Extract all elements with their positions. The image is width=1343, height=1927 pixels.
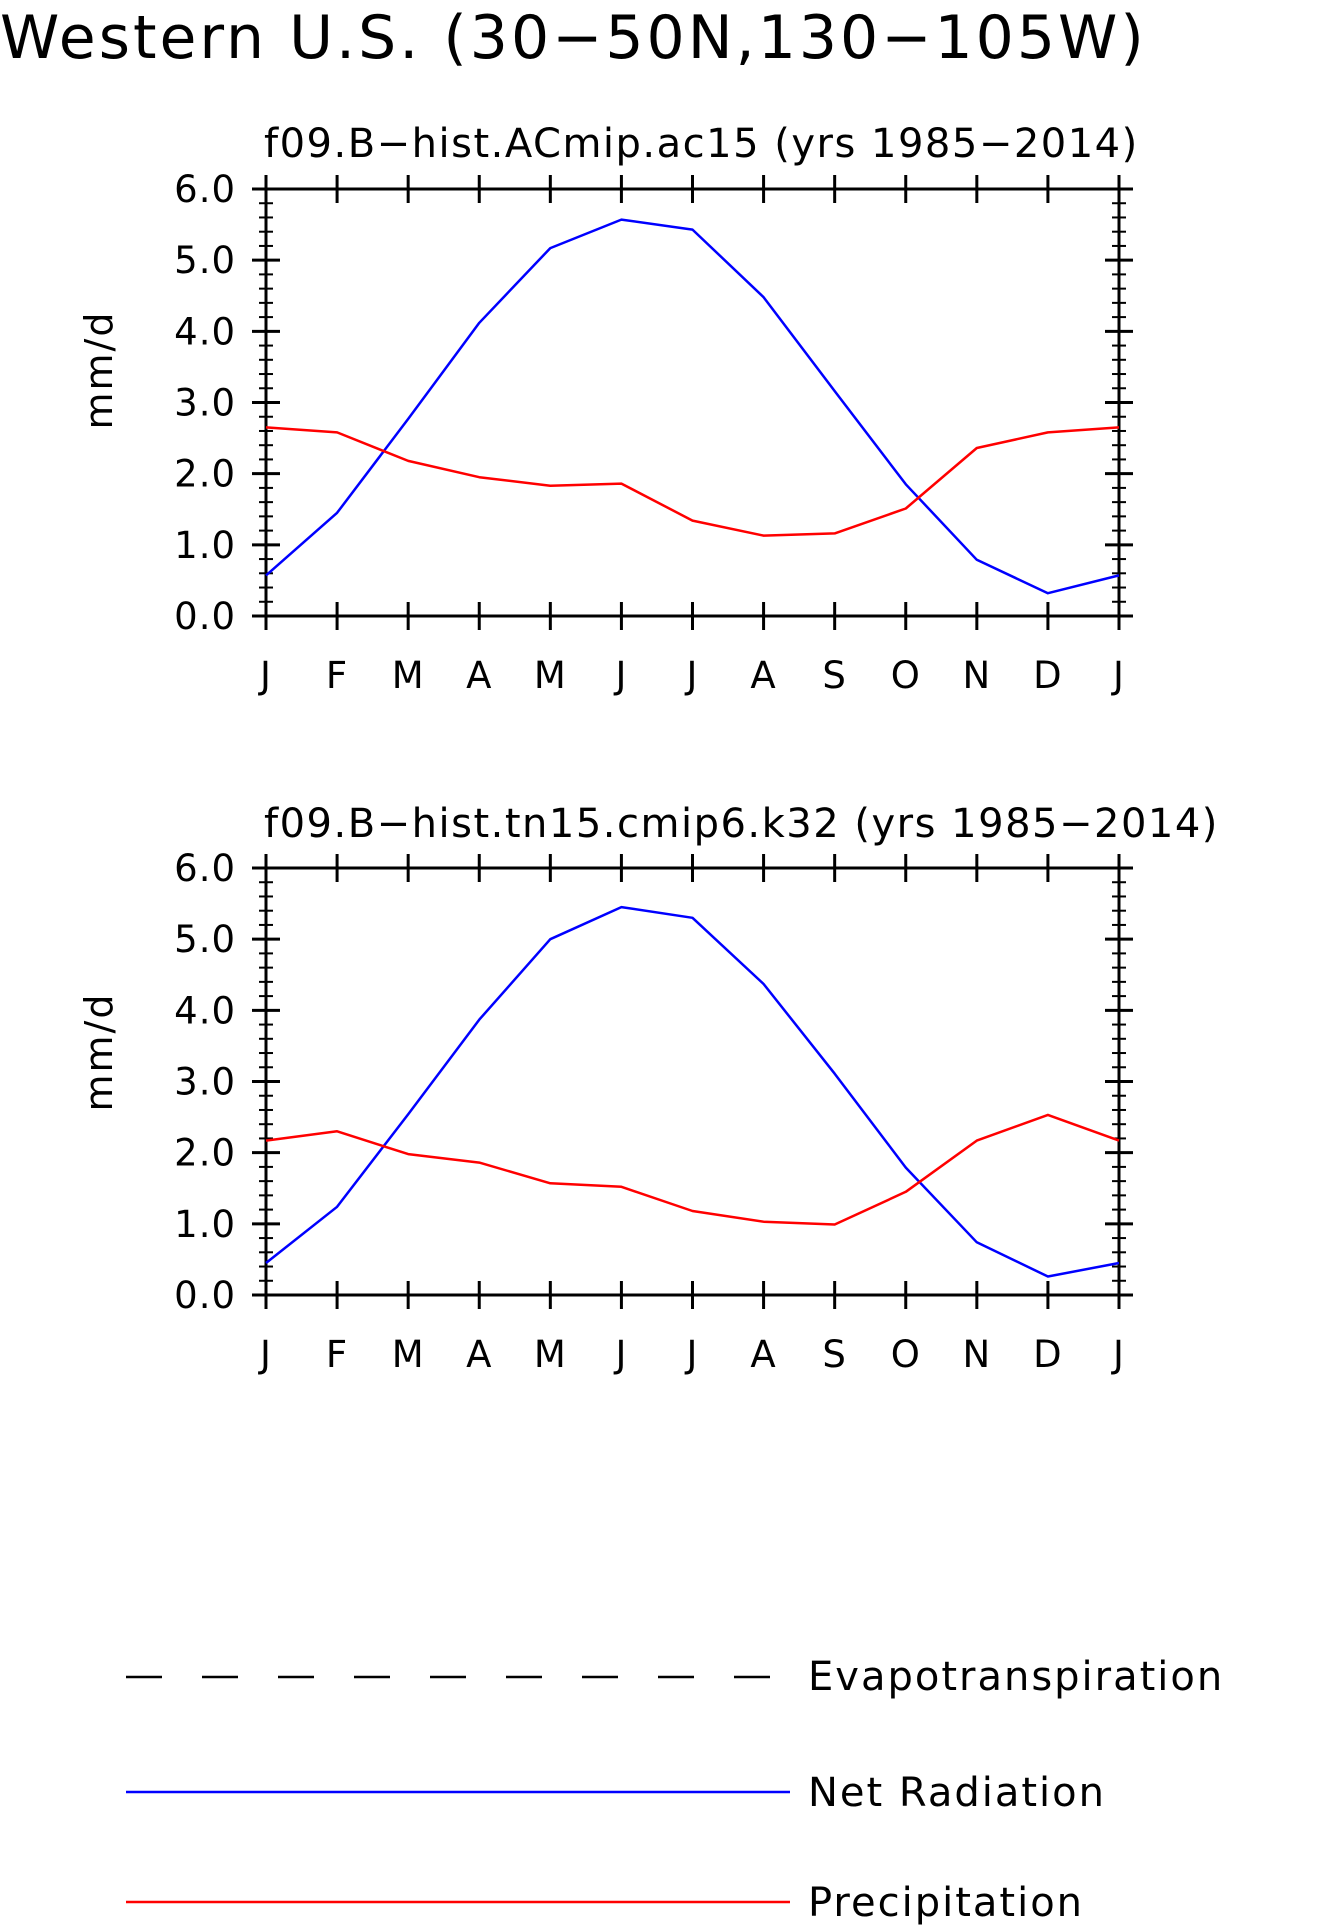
panel-1-x-tick-label: A xyxy=(750,654,776,697)
panel-2-x-tick-label: S xyxy=(822,1333,847,1376)
panel-1-y-tick-label: 6.0 xyxy=(174,168,236,211)
panel-2-x-tick-label: A xyxy=(466,1333,492,1376)
panel-2-y-tick-label: 2.0 xyxy=(174,1132,236,1175)
panel-1-y-tick-label: 3.0 xyxy=(174,382,236,425)
legend-evapotranspiration-label: Evapotranspiration xyxy=(808,1654,1224,1700)
chart-panel-2: f09.B−hist.tn15.cmip6.k32 (yrs 1985−2014… xyxy=(77,801,1219,1376)
panel-2-y-tick-label: 5.0 xyxy=(174,918,236,961)
panel-2-y-tick-label: 0.0 xyxy=(174,1274,236,1317)
panel-1-x-tick-label: A xyxy=(466,654,492,697)
panel-1-x-tick-label: J xyxy=(613,654,627,697)
panel-2-x-tick-label: J xyxy=(613,1333,627,1376)
panel-1-x-tick-label: M xyxy=(392,654,425,697)
panel-1-net-radiation-line xyxy=(265,218,1120,595)
legend: Evapotranspiration Net Radiation Precipi… xyxy=(126,1654,1224,1926)
panel-2-x-tick-label: D xyxy=(1033,1333,1063,1376)
panel-2-x-tick-label: J xyxy=(1111,1333,1125,1376)
panel-2-y-tick-label: 6.0 xyxy=(174,847,236,890)
panel-1-y-tick-label: 0.0 xyxy=(174,595,236,638)
panel-1-precipitation-line xyxy=(265,426,1120,537)
panel-2-x-tick-label: F xyxy=(326,1333,348,1376)
panel-1-x-tick-label: J xyxy=(258,654,272,697)
panel-2-plot-frame xyxy=(264,866,1121,1297)
panel-2-x-tick-label: J xyxy=(685,1333,699,1376)
panel-1-ticks xyxy=(252,175,1133,630)
panel-2-x-tick-label: N xyxy=(962,1333,991,1376)
panel-2-x-tick-label: O xyxy=(891,1333,921,1376)
panel-2-ticks xyxy=(252,854,1133,1309)
chart-panel-1: f09.B−hist.ACmip.ac15 (yrs 1985−2014) mm… xyxy=(77,121,1139,697)
legend-net-radiation-label: Net Radiation xyxy=(808,1770,1106,1816)
panel-1-y-tick-label: 4.0 xyxy=(174,310,236,353)
panel-1-y-tick-label: 5.0 xyxy=(174,239,236,282)
panel-2-title: f09.B−hist.tn15.cmip6.k32 (yrs 1985−2014… xyxy=(264,801,1219,847)
panel-1-x-tick-label: M xyxy=(534,654,567,697)
panel-1-y-tick-label: 2.0 xyxy=(174,453,236,496)
panel-2-y-axis-label: mm/d xyxy=(77,993,121,1112)
panel-1-y-tick-label: 1.0 xyxy=(174,524,236,567)
panel-1-x-tick-label: J xyxy=(1111,654,1125,697)
panel-1-y-tick-labels: 0.0 1.0 2.0 3.0 4.0 5.0 6.0 xyxy=(174,168,236,638)
panel-1-series xyxy=(265,218,1120,595)
panel-1-x-tick-label: J xyxy=(685,654,699,697)
panel-2-y-tick-label: 4.0 xyxy=(174,989,236,1032)
panel-1-plot-frame xyxy=(264,187,1121,618)
panel-1-x-tick-label: S xyxy=(822,654,847,697)
panel-1-y-axis-label: mm/d xyxy=(77,311,121,430)
panel-2-x-tick-label: M xyxy=(392,1333,425,1376)
panel-1-x-tick-label: F xyxy=(326,654,348,697)
figure-title: Western U.S. (30−50N,130−105W) xyxy=(0,3,1147,73)
panel-2-y-tick-label: 3.0 xyxy=(174,1061,236,1104)
panel-2-y-tick-labels: 0.0 1.0 2.0 3.0 4.0 5.0 6.0 xyxy=(174,847,236,1317)
panel-2-x-tick-label: A xyxy=(750,1333,776,1376)
panel-2-precipitation-line xyxy=(265,1113,1120,1226)
panel-1-title: f09.B−hist.ACmip.ac15 (yrs 1985−2014) xyxy=(264,121,1139,167)
panel-2-x-tick-label: M xyxy=(534,1333,567,1376)
panel-2-x-tick-label: J xyxy=(258,1333,272,1376)
panel-1-x-tick-label: D xyxy=(1033,654,1063,697)
legend-precipitation-label: Precipitation xyxy=(808,1880,1084,1926)
panel-2-net-radiation-line xyxy=(265,905,1120,1278)
panel-1-x-tick-label: N xyxy=(962,654,991,697)
panel-2-y-tick-label: 1.0 xyxy=(174,1203,236,1246)
panel-2-series xyxy=(265,905,1120,1278)
panel-1-x-tick-label: O xyxy=(891,654,921,697)
